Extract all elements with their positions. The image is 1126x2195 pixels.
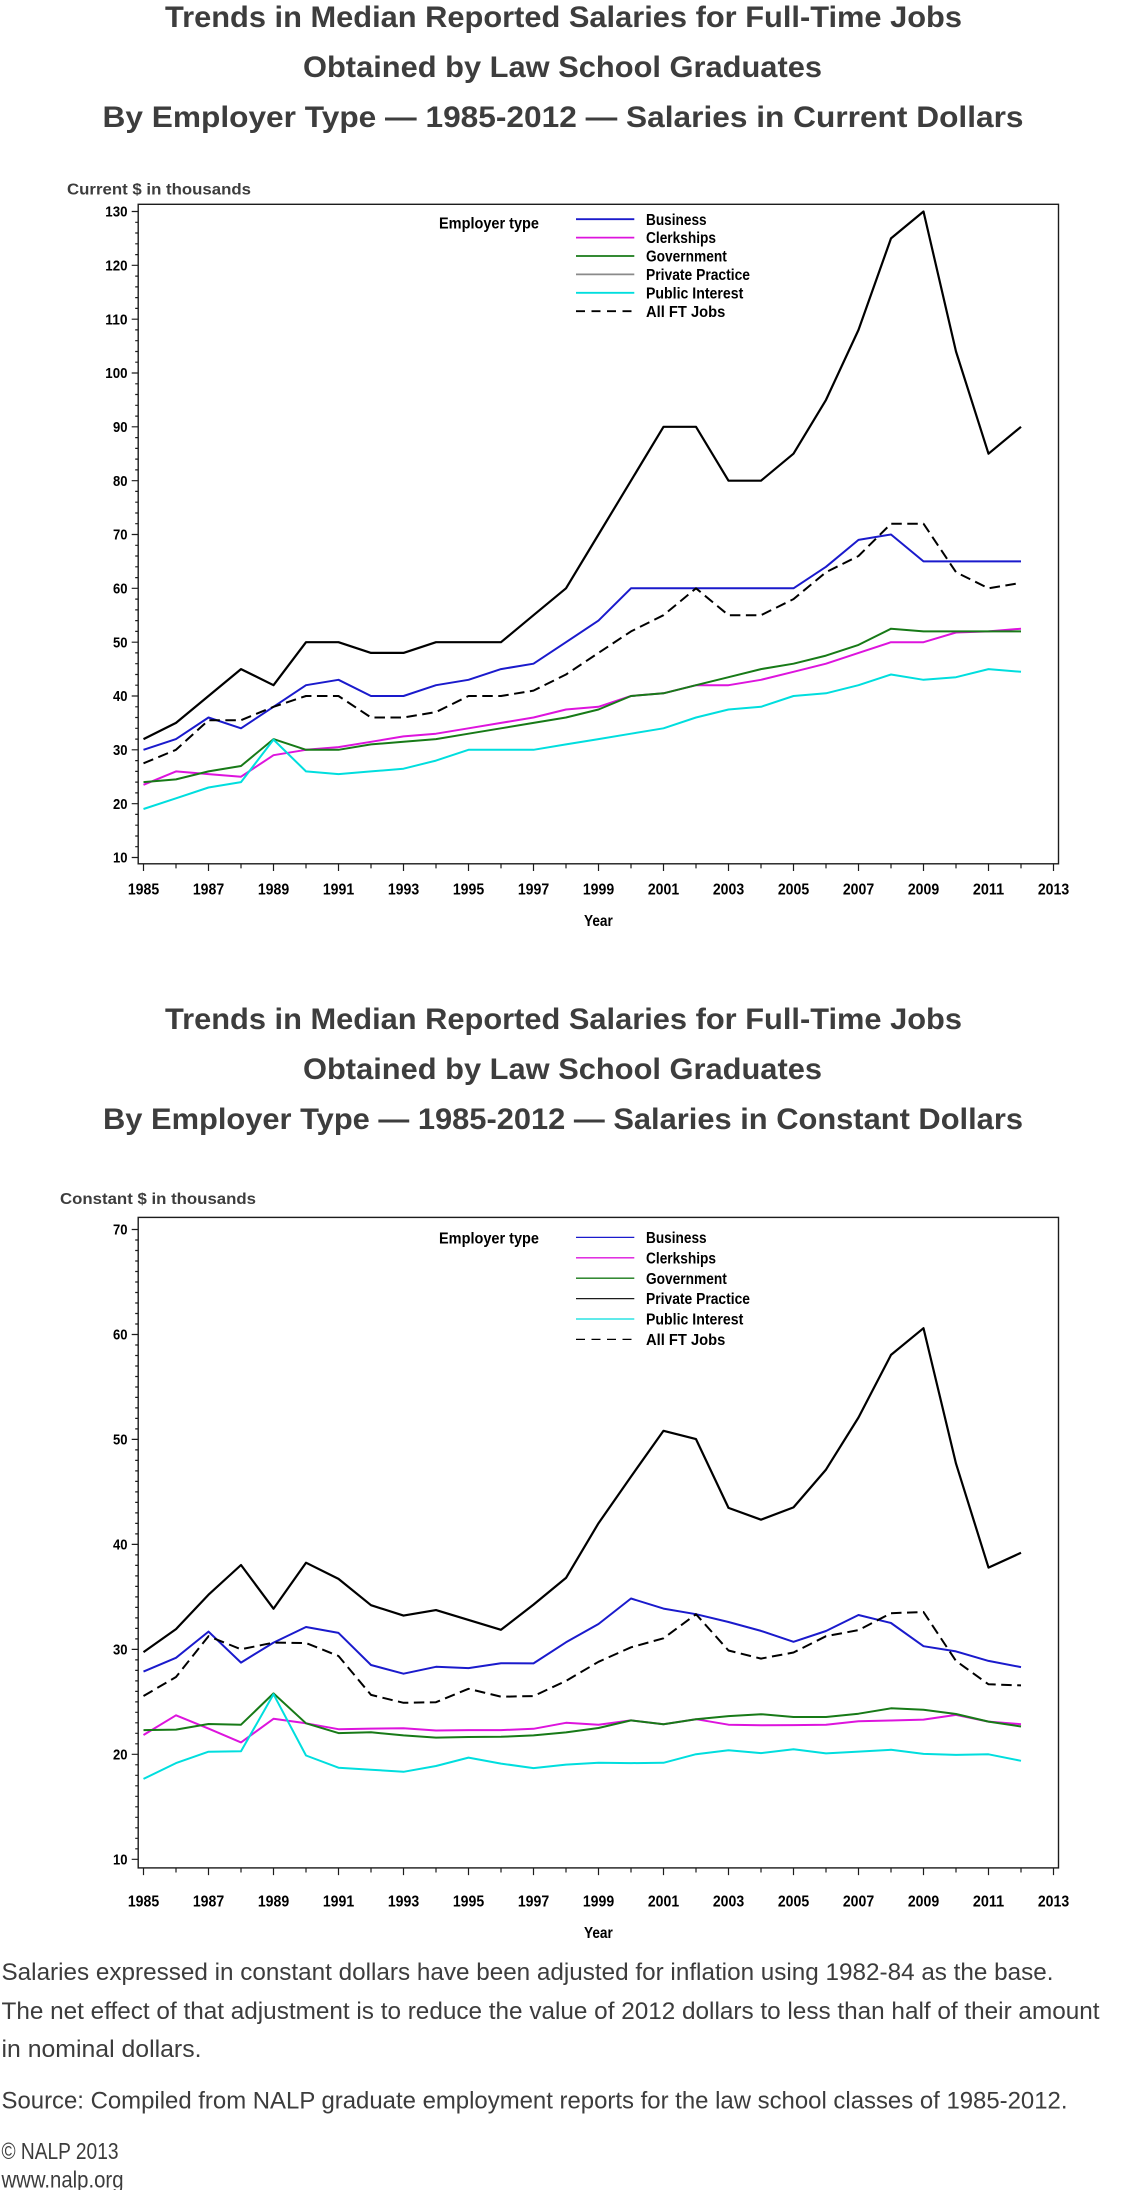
svg-text:100: 100 bbox=[105, 365, 127, 382]
svg-text:1993: 1993 bbox=[388, 881, 419, 898]
svg-text:80: 80 bbox=[113, 473, 128, 490]
svg-text:1987: 1987 bbox=[193, 1894, 224, 1911]
svg-text:Source: Compiled from NALP gra: Source: Compiled from NALP graduate empl… bbox=[2, 2088, 1068, 2115]
svg-text:1991: 1991 bbox=[323, 881, 354, 898]
svg-text:Employer type: Employer type bbox=[439, 1231, 539, 1248]
svg-text:Public Interest: Public Interest bbox=[646, 1312, 744, 1329]
svg-text:2003: 2003 bbox=[713, 881, 744, 898]
svg-text:1985: 1985 bbox=[128, 1894, 159, 1911]
svg-text:2001: 2001 bbox=[648, 1894, 679, 1911]
svg-text:Obtained by Law School Graduat: Obtained by Law School Graduates bbox=[303, 1053, 822, 1086]
svg-text:Clerkships: Clerkships bbox=[646, 1250, 716, 1267]
svg-text:90: 90 bbox=[113, 419, 128, 436]
svg-text:The net effect of that adjustm: The net effect of that adjustment is to … bbox=[2, 1998, 1100, 2025]
svg-text:40: 40 bbox=[113, 688, 128, 705]
svg-text:2009: 2009 bbox=[908, 1894, 939, 1911]
svg-text:10: 10 bbox=[113, 850, 128, 867]
svg-text:Current $ in thousands: Current $ in thousands bbox=[67, 182, 251, 199]
svg-text:Private Practice: Private Practice bbox=[646, 1291, 750, 1308]
svg-text:20: 20 bbox=[113, 796, 128, 813]
svg-text:1999: 1999 bbox=[583, 881, 614, 898]
svg-text:Government: Government bbox=[646, 249, 727, 266]
svg-text:Business: Business bbox=[646, 1230, 707, 1247]
svg-text:Clerkships: Clerkships bbox=[646, 230, 716, 247]
svg-text:Trends in Median Reported Sala: Trends in Median Reported Salaries for F… bbox=[165, 1, 962, 34]
svg-text:By Employer Type — 1985-2012 —: By Employer Type — 1985-2012 — Salaries … bbox=[103, 1103, 1023, 1136]
svg-text:Constant $ in thousands: Constant $ in thousands bbox=[60, 1191, 256, 1208]
svg-text:Year: Year bbox=[584, 1925, 613, 1942]
svg-text:2007: 2007 bbox=[843, 1894, 874, 1911]
svg-text:2013: 2013 bbox=[1038, 881, 1069, 898]
svg-text:1997: 1997 bbox=[518, 881, 549, 898]
svg-text:110: 110 bbox=[105, 311, 127, 328]
svg-text:70: 70 bbox=[113, 1222, 128, 1239]
svg-text:Private Practice: Private Practice bbox=[646, 267, 750, 284]
svg-text:1991: 1991 bbox=[323, 1894, 354, 1911]
svg-text:in nominal dollars.: in nominal dollars. bbox=[2, 2036, 202, 2063]
svg-text:Business: Business bbox=[646, 212, 707, 229]
svg-text:2013: 2013 bbox=[1038, 1894, 1069, 1911]
svg-text:50: 50 bbox=[113, 634, 128, 651]
svg-text:1989: 1989 bbox=[258, 881, 289, 898]
svg-text:130: 130 bbox=[105, 204, 127, 221]
svg-text:2005: 2005 bbox=[778, 1894, 809, 1911]
svg-text:1997: 1997 bbox=[518, 1894, 549, 1911]
svg-text:Year: Year bbox=[584, 913, 613, 930]
svg-text:10: 10 bbox=[113, 1852, 128, 1869]
svg-text:Public Interest: Public Interest bbox=[646, 285, 744, 302]
svg-text:2009: 2009 bbox=[908, 881, 939, 898]
svg-text:Obtained by Law School Graduat: Obtained by Law School Graduates bbox=[303, 51, 822, 84]
svg-text:By Employer Type — 1985-2012 —: By Employer Type — 1985-2012 — Salaries … bbox=[103, 101, 1024, 134]
svg-text:2007: 2007 bbox=[843, 881, 874, 898]
svg-text:All FT Jobs: All FT Jobs bbox=[646, 304, 725, 321]
svg-text:60: 60 bbox=[113, 1327, 128, 1344]
svg-text:2003: 2003 bbox=[713, 1894, 744, 1911]
svg-text:1995: 1995 bbox=[453, 881, 484, 898]
svg-text:1985: 1985 bbox=[128, 881, 159, 898]
svg-text:60: 60 bbox=[113, 581, 128, 598]
svg-text:www.nalp.org: www.nalp.org bbox=[1, 2167, 124, 2190]
svg-text:1993: 1993 bbox=[388, 1894, 419, 1911]
svg-text:50: 50 bbox=[113, 1432, 128, 1449]
svg-text:30: 30 bbox=[113, 742, 128, 759]
svg-text:120: 120 bbox=[105, 258, 127, 275]
svg-text:Trends in Median Reported Sala: Trends in Median Reported Salaries for F… bbox=[165, 1003, 962, 1036]
svg-text:2011: 2011 bbox=[973, 881, 1004, 898]
svg-text:© NALP 2013: © NALP 2013 bbox=[2, 2138, 119, 2164]
svg-text:2005: 2005 bbox=[778, 881, 809, 898]
svg-text:1987: 1987 bbox=[193, 881, 224, 898]
svg-text:Government: Government bbox=[646, 1271, 727, 1288]
svg-text:All FT Jobs: All FT Jobs bbox=[646, 1332, 725, 1349]
svg-text:1995: 1995 bbox=[453, 1894, 484, 1911]
svg-text:20: 20 bbox=[113, 1747, 128, 1764]
svg-text:Salaries expressed in constant: Salaries expressed in constant dollars h… bbox=[2, 1959, 1054, 1986]
svg-text:40: 40 bbox=[113, 1537, 128, 1554]
svg-text:Employer type: Employer type bbox=[439, 215, 539, 232]
svg-text:2001: 2001 bbox=[648, 881, 679, 898]
svg-text:1999: 1999 bbox=[583, 1894, 614, 1911]
svg-text:2011: 2011 bbox=[973, 1894, 1004, 1911]
svg-text:1989: 1989 bbox=[258, 1894, 289, 1911]
svg-text:70: 70 bbox=[113, 527, 128, 544]
svg-text:30: 30 bbox=[113, 1642, 128, 1659]
